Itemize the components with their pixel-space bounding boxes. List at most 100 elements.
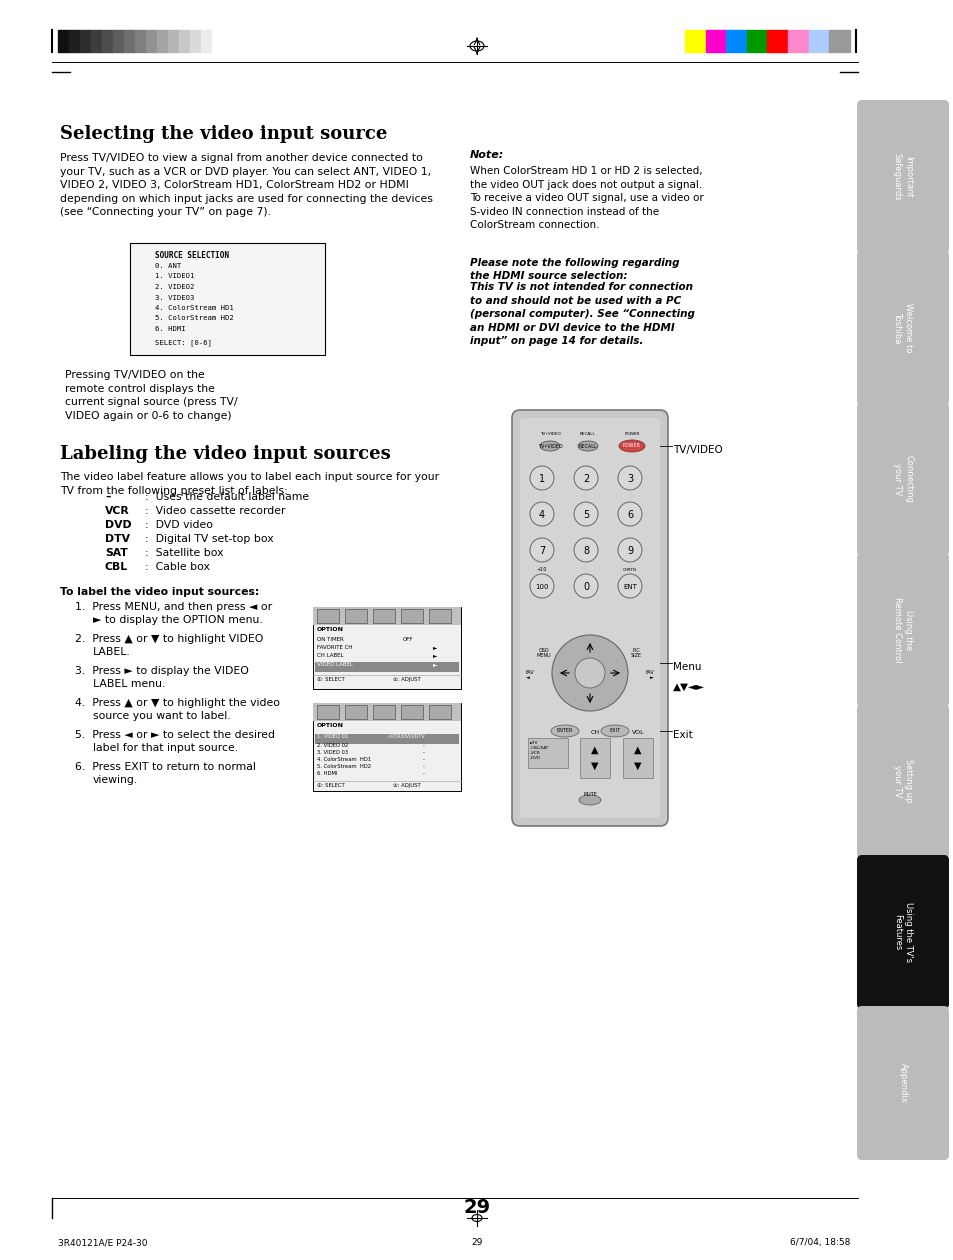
Bar	[190, 30, 201, 52]
Text: source you want to label.: source you want to label.	[92, 711, 231, 721]
Text: VIDEO LABEL: VIDEO LABEL	[316, 662, 353, 667]
Text: PIC
SIZE: PIC SIZE	[630, 648, 640, 659]
Text: OFF: OFF	[402, 638, 413, 643]
FancyBboxPatch shape	[856, 553, 948, 707]
Text: 1.  Press MENU, and then press ◄ or: 1. Press MENU, and then press ◄ or	[75, 602, 272, 612]
Text: 6/7/04, 18:58: 6/7/04, 18:58	[789, 1239, 849, 1247]
Bar	[313, 607, 460, 625]
Text: MUTE: MUTE	[582, 793, 597, 798]
Text: 2: 2	[582, 474, 589, 484]
Text: OSD
MENU: OSD MENU	[537, 648, 551, 659]
FancyBboxPatch shape	[512, 410, 667, 827]
Text: :  DVD video: : DVD video	[145, 520, 213, 530]
Text: 0. ANT: 0. ANT	[154, 263, 181, 268]
Ellipse shape	[551, 724, 578, 737]
Bar	[80, 30, 91, 52]
FancyBboxPatch shape	[856, 402, 948, 556]
Text: LABEL.: LABEL.	[92, 646, 131, 656]
Bar	[168, 30, 179, 52]
Bar	[429, 706, 451, 719]
Text: 4: 4	[538, 510, 544, 520]
Text: label for that input source.: label for that input source.	[92, 743, 238, 753]
Text: RECALL: RECALL	[578, 444, 597, 449]
Bar	[787, 30, 808, 52]
Text: 6. HDMI: 6. HDMI	[316, 771, 337, 776]
Text: 3R40121A/E P24-30: 3R40121A/E P24-30	[58, 1239, 148, 1247]
Text: Setting up
your TV: Setting up your TV	[892, 760, 912, 803]
Bar	[373, 609, 395, 622]
Ellipse shape	[539, 441, 559, 451]
Text: FAVORITE CH: FAVORITE CH	[316, 645, 352, 650]
Text: 6.  Press EXIT to return to normal: 6. Press EXIT to return to normal	[75, 762, 255, 772]
Text: CBL: CBL	[105, 562, 128, 572]
Bar	[146, 30, 157, 52]
Bar	[345, 706, 367, 719]
Text: 0: 0	[582, 582, 588, 592]
Text: SOURCE SELECTION: SOURCE SELECTION	[154, 251, 229, 260]
Text: 3. VIDEO3: 3. VIDEO3	[154, 295, 194, 300]
Text: EXIT: EXIT	[609, 728, 619, 733]
Text: 5. ColorStream HD2: 5. ColorStream HD2	[154, 315, 233, 321]
Text: Using the
Remote Control: Using the Remote Control	[892, 597, 912, 663]
Text: Selecting the video input source: Selecting the video input source	[60, 125, 387, 142]
Bar	[124, 30, 135, 52]
Bar	[313, 607, 460, 689]
Text: ON TIMER: ON TIMER	[316, 638, 343, 643]
Circle shape	[575, 658, 604, 688]
Text: FAV
►: FAV ►	[644, 669, 654, 680]
Text: 5: 5	[582, 510, 589, 520]
Text: ►TV
–CBL/SAT
–VCR
–DVD: ►TV –CBL/SAT –VCR –DVD	[530, 741, 549, 760]
Text: Note:: Note:	[470, 150, 504, 160]
Text: ► to display the OPTION menu.: ► to display the OPTION menu.	[92, 615, 262, 625]
Text: 2. VIDEO 02: 2. VIDEO 02	[316, 743, 348, 748]
Ellipse shape	[618, 440, 644, 452]
Text: SAT: SAT	[105, 548, 128, 558]
Text: VOL: VOL	[631, 730, 643, 735]
Text: Menu: Menu	[672, 662, 700, 672]
Text: Important
Safeguards: Important Safeguards	[892, 154, 912, 200]
Circle shape	[530, 575, 554, 598]
Circle shape	[618, 466, 641, 490]
Text: 6. HDMI: 6. HDMI	[154, 326, 186, 331]
Text: ①: SELECT: ①: SELECT	[316, 782, 344, 788]
Text: ►: ►	[433, 653, 436, 658]
Text: Please note the following regarding
the HDMI source selection:: Please note the following regarding the …	[470, 258, 679, 281]
Bar	[314, 662, 458, 672]
Text: SELECT: [0-6]: SELECT: [0-6]	[154, 339, 212, 345]
Text: :  Video cassette recorder: : Video cassette recorder	[145, 507, 285, 517]
FancyBboxPatch shape	[856, 856, 948, 1009]
Text: ▼: ▼	[591, 761, 598, 771]
Text: CH: CH	[590, 730, 598, 735]
Text: ▲▼◄►: ▲▼◄►	[672, 682, 704, 692]
Text: Using the TV's
Features: Using the TV's Features	[892, 902, 912, 963]
Text: TV•VIDEO: TV•VIDEO	[539, 432, 559, 436]
Text: -: -	[422, 750, 424, 755]
Text: ①: SELECT: ①: SELECT	[316, 677, 344, 682]
Bar	[316, 609, 338, 622]
Text: 4. ColorStream HD1: 4. ColorStream HD1	[154, 305, 233, 311]
Text: ▲: ▲	[591, 745, 598, 755]
Text: viewing.: viewing.	[92, 775, 138, 785]
Text: 1. VIDEO 01: 1. VIDEO 01	[316, 735, 348, 740]
Bar	[157, 30, 168, 52]
Bar	[828, 30, 849, 52]
Circle shape	[530, 501, 554, 525]
FancyBboxPatch shape	[856, 251, 948, 404]
Bar	[112, 30, 124, 52]
Text: 3.  Press ► to display the VIDEO: 3. Press ► to display the VIDEO	[75, 667, 249, 677]
Text: 1. VIDEO1: 1. VIDEO1	[154, 273, 194, 280]
Text: MENU
ENTER
DVD MENU: MENU ENTER DVD MENU	[578, 667, 601, 680]
Text: OPTION: OPTION	[316, 627, 344, 633]
Text: 5.  Press ◄ or ► to select the desired: 5. Press ◄ or ► to select the desired	[75, 730, 274, 740]
Text: Connecting
your TV: Connecting your TV	[892, 455, 912, 503]
Bar	[622, 738, 652, 777]
Text: -/VCR/DVD/DTV: -/VCR/DVD/DTV	[388, 735, 425, 740]
Bar	[725, 30, 746, 52]
Text: 2. VIDEO2: 2. VIDEO2	[154, 284, 194, 290]
Text: VCR: VCR	[105, 507, 130, 517]
Text: TV•VIDEO: TV•VIDEO	[537, 444, 561, 449]
Bar	[373, 706, 395, 719]
Bar	[705, 30, 725, 52]
Circle shape	[618, 538, 641, 562]
Text: TV/VIDEO: TV/VIDEO	[672, 445, 722, 455]
